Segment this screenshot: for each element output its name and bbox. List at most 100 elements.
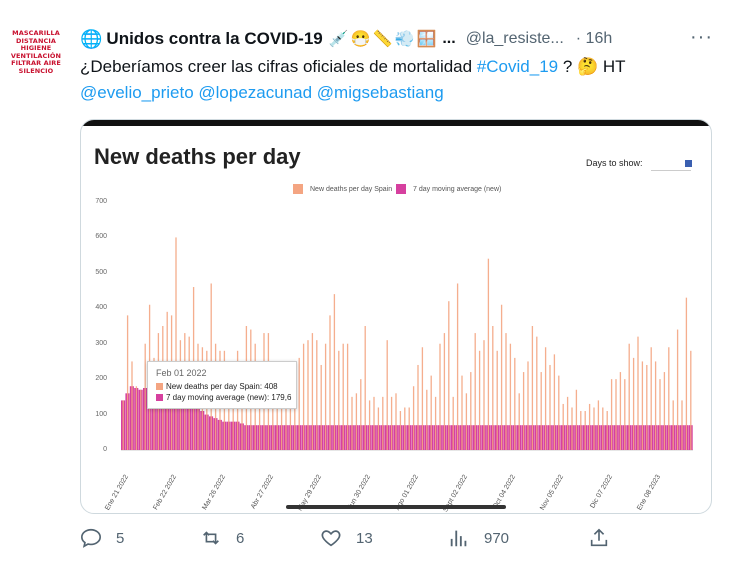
user-handle[interactable]: @la_resiste... [465, 30, 564, 47]
daily-bar [258, 375, 261, 450]
daily-bar [602, 407, 604, 450]
daily-bar [646, 364, 648, 450]
y-tick-label: 500 [95, 268, 107, 276]
daily-bar [377, 407, 380, 450]
daily-bar [663, 372, 666, 450]
daily-bar [540, 372, 542, 450]
y-tick-label: 100 [95, 410, 107, 418]
reply-icon [81, 528, 101, 548]
reply-count: 5 [116, 529, 125, 547]
daily-bar [624, 379, 626, 450]
daily-bar [668, 347, 670, 450]
daily-bar [298, 357, 300, 450]
daily-bar [395, 393, 397, 450]
daily-bar [637, 336, 639, 450]
phone-status-bar [81, 120, 711, 126]
mention-link[interactable]: @migsebastiang [316, 83, 444, 102]
more-options-icon[interactable]: ··· [690, 26, 713, 48]
name-ellipsis: ... [442, 30, 456, 47]
tweet-text-after: ? 🤔 HT [558, 57, 626, 76]
daily-bar [593, 407, 595, 450]
legend-label-average: 7 day moving average (new) [413, 186, 502, 193]
daily-bar [580, 411, 582, 450]
views-button[interactable]: 970 [448, 527, 509, 549]
avatar-line: HIGIENE [20, 44, 52, 52]
daily-bar [382, 396, 384, 450]
daily-bar [135, 386, 138, 450]
daily-bar [443, 333, 446, 450]
daily-bar [276, 382, 278, 450]
daily-bar [566, 396, 569, 450]
hashtag-link[interactable]: #Covid_19 [476, 57, 559, 76]
globe-icon: 🌐 [80, 28, 103, 49]
daily-bar [465, 393, 468, 450]
daily-bar [505, 333, 507, 450]
daily-bar [316, 340, 318, 450]
daily-bar [399, 411, 402, 450]
y-tick-label: 400 [95, 304, 107, 312]
daily-bar [324, 343, 327, 450]
daily-bar [478, 350, 481, 450]
daily-bar [333, 294, 336, 450]
daily-bar [514, 357, 516, 450]
legend-label-daily: New deaths per day Spain [310, 186, 393, 193]
daily-bar [412, 386, 415, 450]
daily-bar [272, 379, 274, 450]
action-bar: 5 6 13 970 [80, 527, 620, 557]
daily-bar [672, 400, 674, 450]
daily-bar [628, 343, 630, 450]
share-button[interactable] [588, 527, 624, 549]
daily-bar [610, 379, 613, 450]
daily-bar [676, 329, 679, 450]
daily-bar [131, 361, 133, 450]
daily-bar [417, 364, 419, 450]
daily-bar [360, 379, 362, 450]
media-image[interactable]: New deaths per day Days to show: New dea… [80, 119, 712, 514]
y-tick-label: 200 [95, 375, 107, 383]
avatar[interactable]: MASCARILLA DISTANCIA HIGIENE VENTILACIÓN… [8, 26, 64, 82]
days-to-show-input [651, 158, 691, 171]
daily-bar [531, 326, 534, 450]
daily-bar [483, 340, 485, 450]
daily-bar [408, 407, 410, 450]
daily-bar [461, 375, 463, 450]
daily-bar [386, 340, 388, 450]
mention-link[interactable]: @evelio_prieto [80, 83, 194, 102]
daily-bar [404, 407, 406, 450]
daily-bar [329, 315, 331, 450]
like-button[interactable]: 13 [320, 527, 373, 549]
mention-link[interactable]: @lopezacunad [198, 83, 313, 102]
daily-bar [615, 379, 617, 450]
like-count: 13 [356, 529, 373, 547]
daily-bar [144, 343, 146, 450]
daily-bar [351, 396, 353, 450]
tooltip-row-average: 7 day moving average (new): 179,6 [156, 393, 291, 402]
display-name[interactable]: Unidos contra la COVID-19 [106, 29, 323, 48]
daily-bar [390, 396, 393, 450]
timestamp[interactable]: · 16h [575, 30, 613, 47]
daily-bar [302, 343, 305, 450]
daily-bar [140, 389, 142, 450]
daily-bar [452, 396, 454, 450]
retweet-button[interactable]: 6 [200, 527, 244, 549]
daily-bar [500, 304, 503, 450]
daily-bar [562, 403, 564, 450]
daily-bar [641, 361, 644, 450]
avatar-line: FILTRAR AIRE [11, 59, 61, 67]
daily-bar [364, 326, 366, 450]
tooltip-average-value: 7 day moving average (new): 179,6 [166, 393, 292, 402]
scroll-indicator [286, 505, 506, 509]
daily-bar [606, 411, 608, 450]
deaths-chart [121, 237, 693, 451]
y-tick-label: 600 [95, 233, 107, 241]
daily-bar [355, 393, 358, 450]
avatar-line: DISTANCIA [15, 36, 56, 45]
daily-bar [619, 372, 622, 450]
daily-bar [448, 301, 450, 450]
avatar-line: MASCARILLA [12, 29, 60, 37]
daily-bar [558, 375, 560, 450]
daily-bar [280, 379, 283, 450]
reply-button[interactable]: 5 [80, 527, 124, 549]
daily-bar [518, 393, 520, 450]
daily-bar [685, 297, 688, 450]
